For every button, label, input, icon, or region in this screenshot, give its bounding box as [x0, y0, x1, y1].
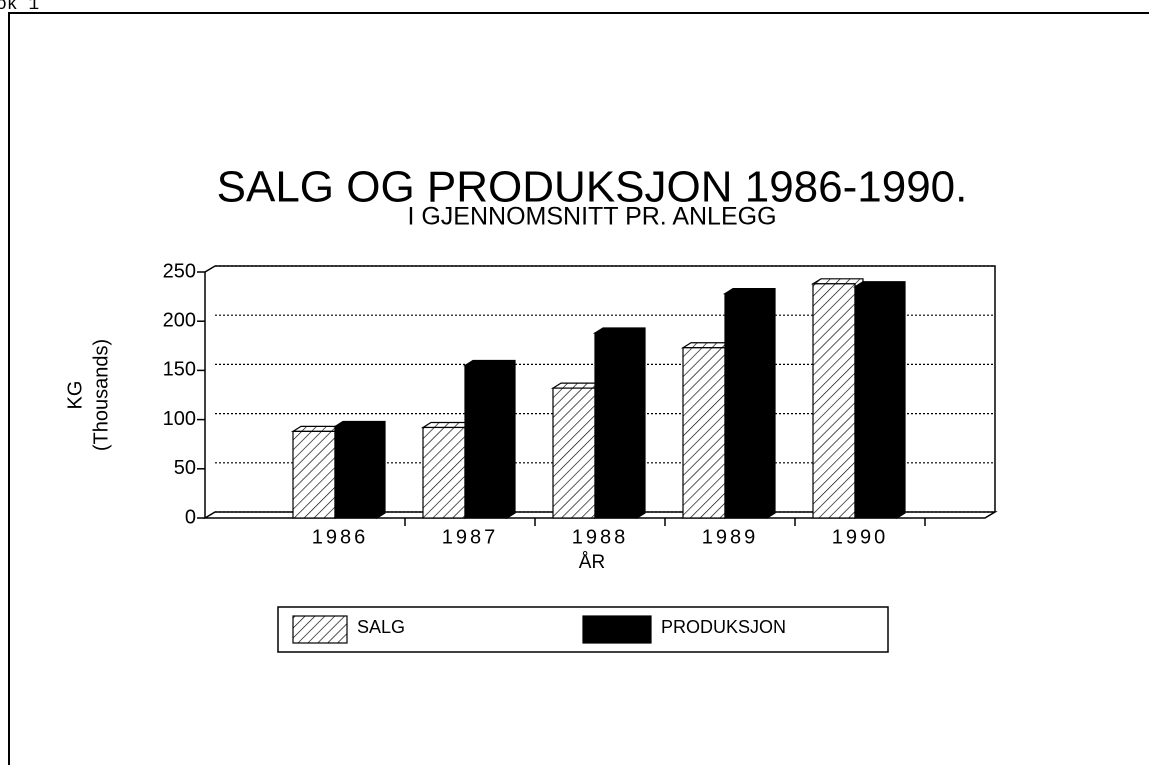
- y-axis-back: [204, 265, 216, 273]
- chart-subtitle: I GJENNOMSNITT PR. ANLEGG: [407, 203, 776, 231]
- bar: [682, 347, 726, 519]
- y-tick-label: 0: [185, 506, 196, 528]
- x-tick-label: 1986: [312, 526, 369, 548]
- bar: [854, 286, 898, 519]
- x-tick-label: 1988: [572, 526, 629, 548]
- legend-swatch: [292, 615, 348, 644]
- legend-label: PRODUKSJON: [661, 617, 786, 637]
- x-tick-label: 1987: [442, 526, 499, 548]
- y-axis-label: (Thousands): [90, 339, 112, 451]
- page-label: ok 1: [0, 0, 39, 15]
- bar: [292, 430, 336, 519]
- y-tick-label: 50: [174, 457, 196, 479]
- bar: [724, 293, 768, 519]
- bar: [422, 426, 466, 519]
- y-tick-label: 100: [163, 408, 196, 430]
- bar: [812, 283, 856, 519]
- x-tick-label: 1990: [832, 526, 889, 548]
- bar: [334, 425, 378, 519]
- bar: [552, 387, 596, 519]
- y-tick-label: 200: [163, 309, 196, 331]
- legend-swatch: [582, 615, 652, 644]
- chart-title: SALG OG PRODUKSJON 1986-1990.: [217, 163, 968, 212]
- legend-label: SALG: [357, 617, 405, 637]
- x-axis-label: ÅR: [579, 552, 605, 573]
- bar: [464, 364, 508, 519]
- y-tick-label: 150: [163, 359, 196, 381]
- bar: [594, 332, 638, 519]
- y-tick-label: 250: [163, 260, 196, 282]
- frame: [8, 12, 1149, 765]
- x-tick-label: 1989: [702, 526, 759, 548]
- y-axis-label: KG: [64, 381, 86, 410]
